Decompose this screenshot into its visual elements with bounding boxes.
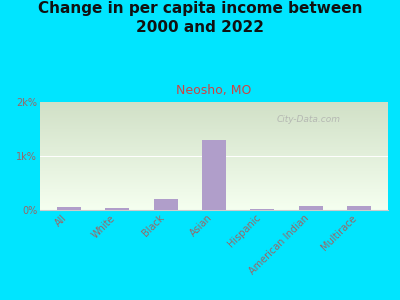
- Bar: [154, 199, 178, 210]
- Bar: [250, 209, 274, 210]
- Bar: [57, 207, 81, 210]
- Bar: [105, 208, 130, 210]
- Bar: [202, 140, 226, 210]
- Bar: [347, 206, 371, 210]
- Bar: [298, 206, 323, 210]
- Title: Neosho, MO: Neosho, MO: [176, 84, 252, 97]
- Text: City-Data.com: City-Data.com: [277, 115, 341, 124]
- Text: Change in per capita income between
2000 and 2022: Change in per capita income between 2000…: [38, 2, 362, 35]
